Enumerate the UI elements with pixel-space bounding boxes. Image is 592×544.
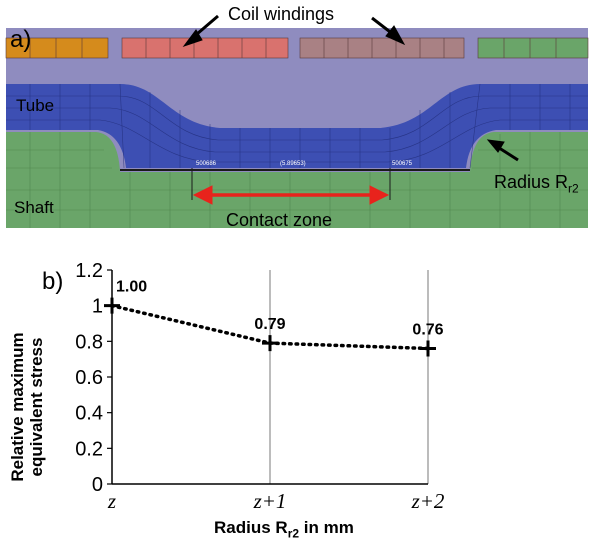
x-tick-label: z+2 <box>411 489 445 513</box>
data-point-marker <box>262 335 278 352</box>
radius-label-text: Radius R <box>494 172 569 192</box>
x-axis-title-subscript: r2 <box>287 526 300 541</box>
y-axis-title: Relative maximum equivalent stress <box>8 332 46 482</box>
x-axis-title-unit: in mm <box>299 518 354 537</box>
coil-windings <box>5 37 589 59</box>
data-point-marker <box>104 297 120 314</box>
y-tick-label: 0.8 <box>75 331 103 353</box>
shaft-region <box>6 132 588 228</box>
y-tick-label: 0.4 <box>75 403 103 425</box>
radius-label-subscript: r2 <box>568 181 579 196</box>
tube-region <box>6 84 588 168</box>
contact-zone-label: Contact zone <box>226 210 333 230</box>
tube-mesh <box>6 83 588 169</box>
y-tick-label: 0 <box>92 474 103 496</box>
coil-block-red <box>121 37 289 59</box>
y-axis-title-line-1: Relative maximum <box>8 332 27 482</box>
x-tick-label: z+1 <box>253 489 287 513</box>
coil-block-green <box>477 37 589 59</box>
data-label: 0.79 <box>254 316 285 333</box>
y-tick-label: 1.2 <box>75 260 103 282</box>
tube-label: Tube <box>16 96 55 115</box>
y-axis-title-line-2: equivalent stress <box>27 337 46 477</box>
y-tick-label: 0.2 <box>75 438 103 460</box>
radius-callout-arrow <box>486 139 519 162</box>
panel-b-letter: b) <box>42 268 64 295</box>
mesh-value-middle: (5.89653) <box>280 161 306 167</box>
radius-label: Radius Rr2 <box>494 172 579 196</box>
x-tick-label: z <box>107 489 116 513</box>
data-label: 1.00 <box>116 279 147 296</box>
x-axis-title: Radius Rr2 in mm <box>214 518 354 540</box>
coil-windings-label: Coil windings <box>228 4 335 24</box>
mesh-value-left: 500686 <box>196 161 217 167</box>
coil-block-mauve <box>299 37 465 59</box>
coil-block-orange <box>5 37 109 59</box>
y-tick-label: 1 <box>92 296 103 318</box>
contact-zone-arrow <box>192 185 390 205</box>
panel-a-letter: a) <box>10 26 32 53</box>
data-point-marker <box>420 340 436 357</box>
shaft-label: Shaft <box>14 198 54 217</box>
coil-callout-arrows <box>182 14 406 47</box>
data-label: 0.76 <box>412 321 443 338</box>
y-tick-label: 0.6 <box>75 367 103 389</box>
mesh-value-right: 500675 <box>392 161 413 167</box>
x-axis-title-main: Radius R <box>214 518 288 537</box>
